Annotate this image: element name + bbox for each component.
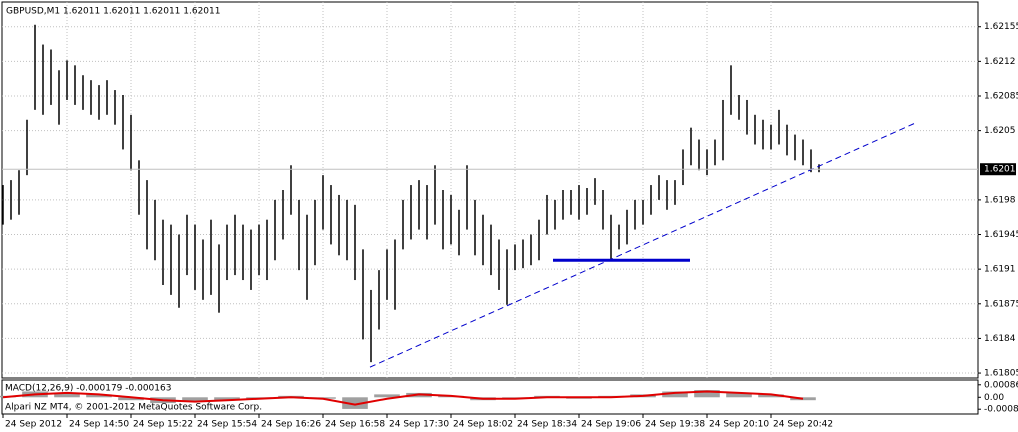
macd-bar	[726, 392, 752, 398]
macd-bar	[342, 397, 368, 409]
x-tick-label: 24 Sep 16:58	[325, 420, 385, 430]
watermark: Alpari NZ MT4, © 2001-2012 MetaQuotes So…	[5, 403, 262, 413]
y-tick-label: 1.6198	[984, 195, 1016, 205]
macd-bar	[54, 392, 80, 398]
x-tick-label: 24 Sep 17:30	[389, 420, 449, 430]
macd-bar	[118, 397, 144, 401]
macd-bar	[214, 397, 240, 401]
macd-bar	[662, 391, 688, 398]
macd-bar	[374, 394, 400, 398]
chart-title: GBPUSD,M1 1.62011 1.62011 1.62011 1.6201…	[6, 7, 220, 17]
x-tick-label: 24 Sep 15:54	[197, 420, 257, 430]
main-frame	[1, 1, 979, 379]
y-tick-label: -0.00082	[984, 405, 1018, 415]
x-tick-label: 24 Sep 16:26	[261, 420, 321, 430]
x-tick-label: 24 Sep 20:10	[709, 420, 769, 430]
y-tick-label: 0.00	[984, 393, 1004, 403]
y-tick-label: 1.6191	[984, 265, 1016, 275]
y-tick-label: 1.61875	[984, 299, 1018, 309]
last-price-label: 1.62011	[984, 165, 1018, 175]
x-tick-label: 24 Sep 15:22	[133, 420, 193, 430]
y-tick-label: 1.6212	[984, 57, 1016, 67]
signal-line	[2, 390, 804, 406]
y-tick-label: 1.62155	[984, 22, 1018, 32]
y-tick-label: 0.00086	[984, 380, 1018, 390]
x-tick-label: 24 Sep 2012	[5, 420, 62, 430]
macd-bar	[694, 390, 720, 398]
x-tick-label: 24 Sep 20:42	[773, 420, 833, 430]
x-tick-label: 24 Sep 18:34	[517, 420, 577, 430]
last-price-box	[980, 163, 1016, 176]
x-tick-label: 24 Sep 14:50	[69, 420, 129, 430]
macd-title: MACD(12,26,9) -0.000179 -0.000163	[5, 384, 171, 394]
x-tick-label: 24 Sep 19:38	[645, 420, 705, 430]
macd-bar	[86, 394, 112, 398]
y-tick-label: 1.61945	[984, 230, 1018, 240]
y-tick-label: 1.6205	[984, 126, 1016, 136]
y-tick-label: 1.62085	[984, 92, 1018, 102]
x-tick-label: 24 Sep 18:02	[453, 420, 513, 430]
y-tick-label: 1.6184	[984, 334, 1016, 344]
x-tick-label: 24 Sep 19:06	[581, 420, 641, 430]
macd-bar	[758, 394, 784, 398]
macd-bar	[182, 397, 208, 402]
y-tick-label: 1.61805	[984, 369, 1018, 379]
